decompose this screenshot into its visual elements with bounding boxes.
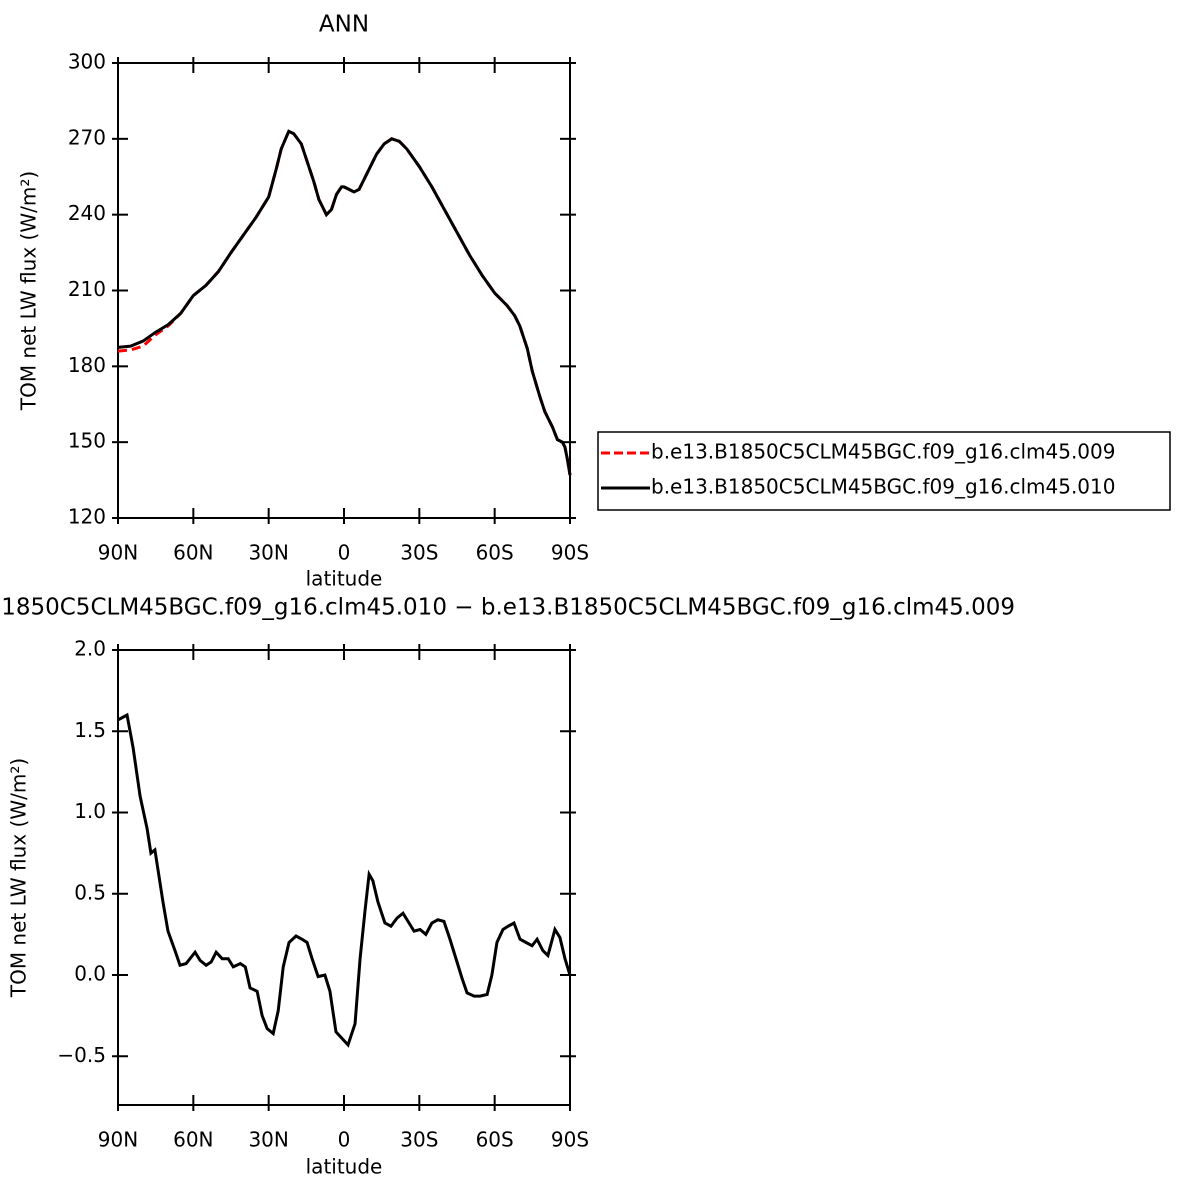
y-tick-label: 150 (68, 429, 106, 453)
y-tick-label: 180 (68, 353, 106, 377)
y-tick-label: 0.0 (74, 962, 106, 986)
x-axis-label: latitude (306, 567, 383, 591)
x-tick-label: 60N (173, 1128, 213, 1152)
legend-box (597, 431, 1171, 511)
y-axis-label: TOM net LW flux (W/m²) (17, 171, 41, 411)
data-line (117, 712, 572, 1048)
x-axis-label: latitude (306, 1155, 383, 1179)
data-line (117, 129, 572, 476)
y-tick-label: 1.0 (74, 799, 106, 823)
plot-frame (117, 62, 571, 519)
y-tick-label: 1.5 (74, 718, 106, 742)
x-tick-label: 90S (551, 1128, 589, 1152)
data-line (117, 129, 572, 476)
plot-frame (117, 649, 571, 1106)
x-tick-label: 30S (400, 541, 438, 565)
y-tick-label: 120 (68, 505, 106, 529)
x-tick-label: 60S (476, 541, 514, 565)
x-tick-label: 60N (173, 541, 213, 565)
y-tick-label: 2.0 (74, 637, 106, 661)
y-tick-label: 240 (68, 201, 106, 225)
y-tick-label: −0.5 (57, 1043, 106, 1067)
x-tick-label: 30S (400, 1128, 438, 1152)
x-tick-label: 0 (338, 1128, 351, 1152)
legend-label: b.e13.B1850C5CLM45BGC.f09_g16.clm45.009 (651, 440, 1115, 464)
y-tick-label: 300 (68, 50, 106, 74)
y-axis-label: TOM net LW flux (W/m²) (7, 758, 31, 998)
x-tick-label: 90N (98, 1128, 138, 1152)
chart-title: b.e13.B1850C5CLM45BGC.f09_g16.clm45.010 … (0, 595, 1015, 621)
chart-title: ANN (319, 12, 369, 38)
y-tick-label: 0.5 (74, 880, 106, 904)
x-tick-label: 90N (98, 541, 138, 565)
x-tick-label: 30N (248, 541, 288, 565)
y-tick-label: 270 (68, 125, 106, 149)
x-tick-label: 0 (338, 541, 351, 565)
legend-label: b.e13.B1850C5CLM45BGC.f09_g16.clm45.010 (651, 475, 1115, 499)
x-tick-label: 90S (551, 541, 589, 565)
x-tick-label: 60S (476, 1128, 514, 1152)
x-tick-label: 30N (248, 1128, 288, 1152)
y-tick-label: 210 (68, 277, 106, 301)
